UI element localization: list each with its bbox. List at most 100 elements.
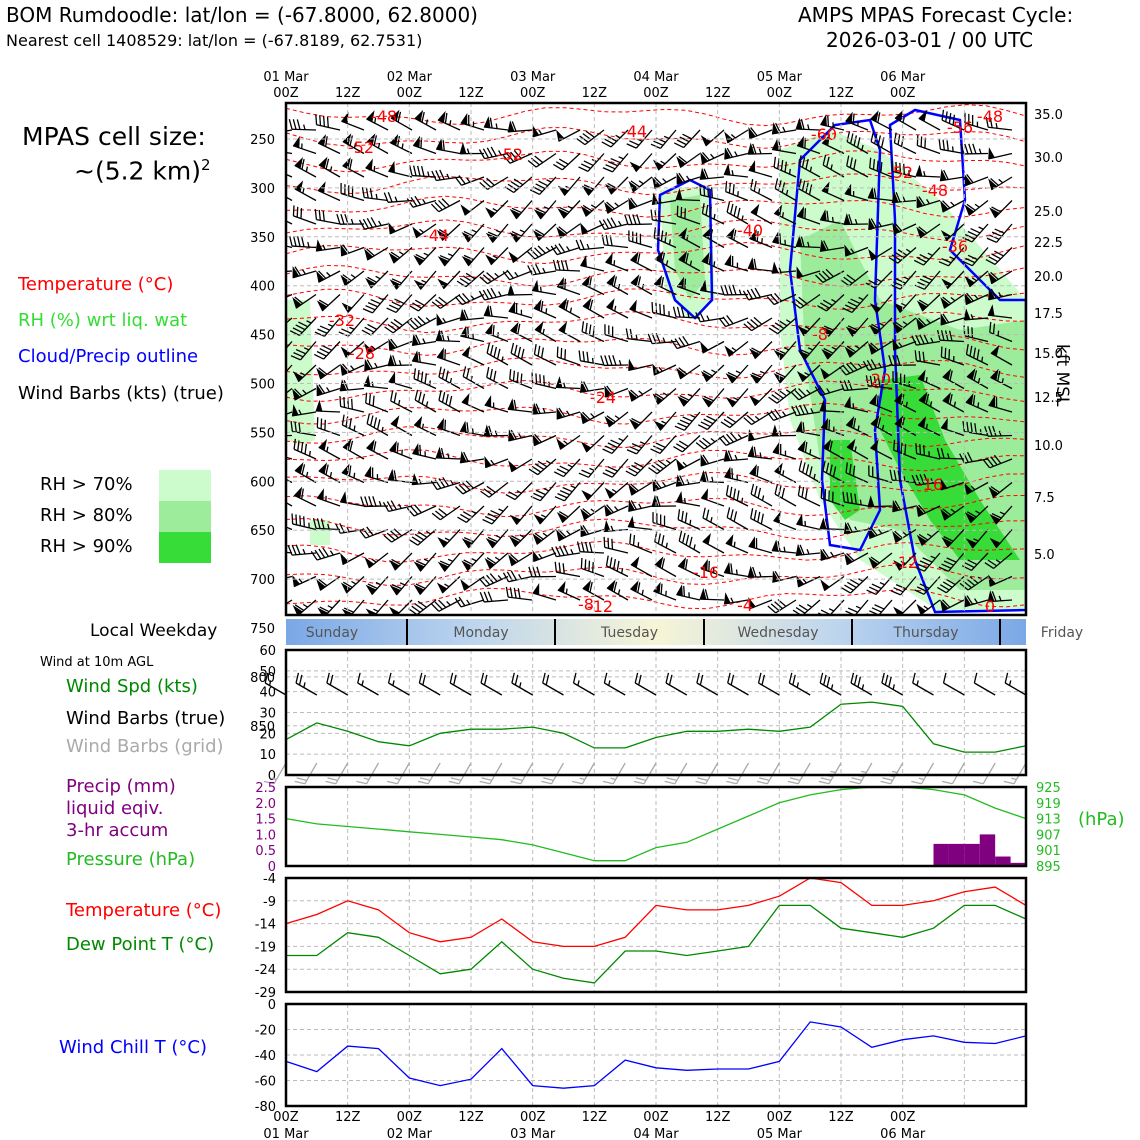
upper-air-wind-barb-flag — [940, 200, 949, 213]
upper-air-wind-barb-flag — [723, 561, 731, 575]
upper-air-wind-barb-feather — [580, 541, 585, 553]
upper-air-wind-barb-flag — [269, 294, 276, 304]
upper-air-wind-barb-flag — [579, 380, 587, 393]
upper-air-wind-barb-flag — [725, 534, 734, 547]
top-date-label: 04 Mar — [633, 70, 679, 85]
upper-air-wind-barb-flag — [725, 373, 737, 384]
upper-air-wind-barb-half-feather — [495, 123, 498, 129]
upper-air-wind-barb-flag — [435, 446, 443, 459]
cell-size-line1: MPAS cell size: — [22, 122, 206, 151]
upper-air-wind-barb-half-feather — [614, 305, 617, 312]
upper-air-wind-barb-flag — [652, 393, 664, 405]
upper-air-wind-barb-feather — [804, 441, 808, 453]
upper-air-wind-barb-half-feather — [950, 201, 955, 207]
upper-air-wind-barb-feather — [604, 355, 609, 366]
upper-air-wind-barb-feather — [899, 162, 902, 174]
upper-air-wind-barb-feather — [711, 187, 713, 198]
upper-air-wind-barb-flag — [389, 279, 401, 290]
precip-tick-label: 0.5 — [255, 844, 276, 859]
upper-air-wind-barb-feather — [629, 446, 640, 452]
surface-wind-barb-true-feather — [942, 672, 947, 684]
upper-air-wind-barb-feather — [753, 485, 758, 497]
upper-air-wind-barb-feather — [537, 460, 548, 468]
upper-air-wind-barb-feather — [598, 220, 606, 230]
upper-air-wind-barb-feather — [990, 271, 999, 280]
upper-air-wind-barb-feather — [798, 296, 808, 305]
upper-air-wind-barb-flag — [942, 368, 952, 381]
upper-air-wind-barb-feather — [602, 448, 613, 454]
upper-air-wind-barb-feather — [822, 548, 830, 559]
upper-air-wind-barb-feather — [967, 452, 973, 462]
upper-air-wind-barb-feather — [823, 325, 834, 331]
upper-air-wind-barb-feather — [923, 444, 926, 456]
upper-air-wind-barb-half-feather — [854, 219, 858, 225]
upper-air-wind-barb-flag — [557, 185, 570, 196]
upper-air-wind-barb-flag — [940, 313, 948, 326]
upper-air-wind-barb-feather — [607, 537, 610, 549]
upper-air-wind-barb-half-feather — [686, 175, 691, 181]
upper-air-wind-barb-flag — [678, 227, 688, 240]
surface-wind-barb-true — [573, 682, 595, 696]
wind-speed-tick-label: 20 — [259, 727, 276, 742]
weekday-name: Sunday — [306, 625, 358, 641]
upper-air-wind-barb-feather — [936, 329, 941, 341]
pressure-tick-label: 550 — [250, 426, 275, 441]
precip-tick-label: 1.0 — [255, 828, 276, 843]
surface-wind-barb-true — [974, 682, 996, 696]
upper-air-wind-barb-half-feather — [785, 189, 789, 196]
upper-air-wind-barb-half-feather — [782, 411, 787, 417]
upper-air-wind-barb-half-feather — [306, 320, 312, 324]
upper-air-wind-barb-feather — [770, 603, 780, 612]
rh-legend-80: RH > 80% — [40, 501, 220, 532]
upper-air-wind-barb-feather — [839, 380, 845, 391]
upper-air-wind-barb-feather — [889, 469, 893, 481]
upper-air-wind-barb-half-feather — [658, 366, 663, 372]
upper-air-wind-barb-flag — [821, 326, 834, 338]
surface-wind-barb-grid — [920, 762, 935, 785]
upper-air-wind-barb-feather — [843, 380, 849, 391]
upper-air-wind-barb-flag — [700, 558, 708, 572]
upper-air-wind-barb-half-feather — [902, 321, 908, 326]
upper-air-wind-barb-feather — [439, 169, 445, 180]
upper-air-wind-barb-feather — [628, 214, 633, 225]
upper-air-wind-barb-flag — [581, 275, 591, 288]
upper-air-wind-barb-flag — [723, 592, 731, 605]
upper-air-wind-barb-half-feather — [995, 123, 998, 129]
upper-air-wind-barb-feather — [779, 233, 782, 244]
upper-air-wind-barb-flag — [437, 561, 450, 572]
upper-air-wind-barb-feather — [757, 487, 762, 499]
upper-air-wind-barb-half-feather — [981, 356, 984, 363]
upper-air-wind-barb-feather — [420, 165, 425, 177]
upper-air-wind-barb-feather — [506, 153, 515, 163]
upper-air-wind-barb-feather — [820, 302, 830, 309]
weekday-name: Thursday — [892, 625, 958, 641]
pressure-tick-label: 907 — [1036, 828, 1061, 843]
upper-air-wind-barb-feather — [431, 512, 441, 521]
upper-air-wind-barb — [293, 215, 317, 225]
upper-air-wind-barb-half-feather — [900, 302, 907, 307]
upper-air-wind-barb-feather — [613, 581, 618, 593]
upper-air-wind-barb-feather — [528, 468, 539, 476]
upper-air-wind-barb-flag — [629, 418, 640, 430]
upper-air-wind-barb-flag — [964, 594, 972, 608]
upper-air-wind-barb-flag — [363, 374, 371, 388]
upper-air-wind-barb-half-feather — [806, 389, 811, 395]
upper-air-wind-barb-feather — [342, 581, 353, 588]
surface-wind-barb-grid-feather — [697, 777, 708, 781]
upper-air-wind-barb-half-feather — [398, 399, 401, 406]
upper-air-wind-barb-feather — [583, 160, 594, 166]
upper-air-wind-barb-feather — [382, 502, 390, 512]
upper-air-wind-barb-half-feather — [466, 599, 471, 605]
legend-precip-1: Precip (mm) — [66, 776, 176, 797]
upper-air-wind-barb-feather — [815, 274, 824, 283]
top-time-tick-label: 00Z — [397, 86, 423, 101]
height-tick-label: 30.0 — [1034, 151, 1063, 166]
upper-air-wind-barb-flag — [534, 321, 544, 334]
upper-air-wind-barb-half-feather — [689, 260, 693, 266]
upper-air-wind-barb-feather — [558, 243, 566, 253]
header: BOM Rumdoodle: lat/lon = (-67.8000, 62.8… — [0, 0, 1140, 60]
upper-air-wind-barb-flag — [294, 156, 303, 170]
upper-air-wind-barb-feather — [421, 393, 426, 405]
surface-wind-barb-true-half-feather — [519, 682, 522, 688]
pressure-tick-label: 895 — [1036, 860, 1061, 875]
